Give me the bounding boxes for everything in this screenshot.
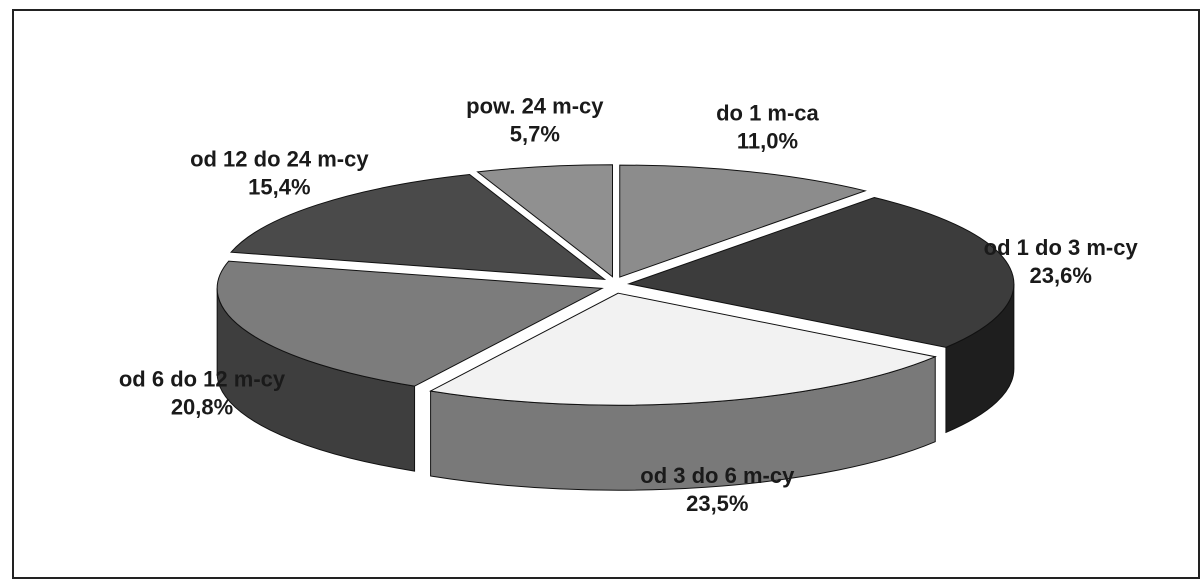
- pie-slice: [429, 292, 937, 406]
- slice-label: od 6 do 12 m-cy: [119, 367, 286, 392]
- slice-value-label: 15,4%: [248, 175, 310, 200]
- slice-label: od 3 do 6 m-cy: [640, 463, 795, 488]
- pie-slice: [619, 164, 867, 278]
- pie-slice: [626, 197, 1015, 348]
- slice-value-label: 11,0%: [737, 129, 798, 154]
- slice-value-label: 20,8%: [171, 395, 233, 420]
- slice-value-label: 5,7%: [510, 121, 560, 146]
- chart-frame: [12, 9, 1200, 579]
- slice-label: od 1 do 3 m-cy: [984, 235, 1139, 260]
- pie-slice: [230, 173, 607, 281]
- pie-slice: [476, 164, 614, 278]
- slice-label: od 12 do 24 m-cy: [190, 147, 369, 172]
- slice-value-label: 23,5%: [686, 491, 748, 516]
- slice-label: do 1 m-ca: [716, 101, 819, 126]
- pie-slice: [216, 260, 604, 387]
- slice-value-label: 23,6%: [1030, 263, 1092, 288]
- slice-label: pow. 24 m-cy: [466, 93, 604, 118]
